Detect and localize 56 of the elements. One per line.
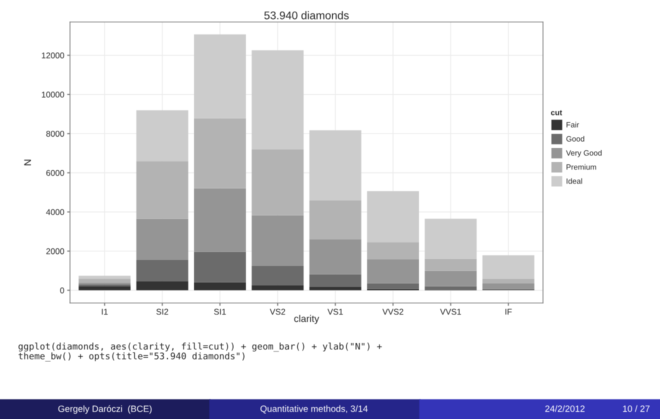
bar — [78, 286, 131, 290]
bar — [194, 282, 246, 290]
text: 10 / 27 — [623, 405, 650, 412]
bar — [482, 255, 534, 279]
bar — [136, 281, 188, 290]
text: 24/2/2012 — [545, 405, 585, 412]
bar — [136, 218, 188, 260]
bar — [309, 239, 362, 274]
bar — [424, 218, 477, 259]
y-tick-label: 4000 — [46, 209, 64, 216]
bar — [424, 286, 477, 290]
y-tick-label: 10000 — [42, 92, 64, 98]
y-tick-label: 0 — [60, 287, 64, 294]
text: Quantitative methods, 3/14 — [260, 405, 368, 414]
y-tick-label: 6000 — [46, 170, 64, 176]
bar — [136, 161, 188, 219]
bar — [309, 130, 362, 201]
bar — [252, 266, 304, 286]
x-tick-label: SI2 — [156, 308, 168, 315]
bar — [194, 188, 246, 252]
x-axis-title: clarity — [294, 314, 320, 324]
bar — [309, 200, 362, 240]
bar — [367, 259, 419, 284]
bar — [194, 118, 246, 188]
x-tick-label: VVS2 — [382, 308, 404, 315]
bar — [424, 258, 477, 271]
y-axis-title: N — [24, 160, 31, 166]
bar — [252, 285, 304, 290]
bar — [194, 252, 246, 282]
y-tick-label: 12000 — [42, 52, 64, 58]
bar — [367, 283, 419, 289]
bar — [309, 274, 362, 287]
bar — [78, 278, 131, 283]
y-tick-label: 2000 — [46, 248, 64, 254]
bar — [367, 191, 419, 242]
x-tick-label: VS2 — [270, 308, 286, 315]
x-tick-label: IF — [505, 308, 512, 315]
x-tick-label: I1 — [102, 308, 108, 315]
x-tick-label: VVS1 — [440, 308, 461, 315]
bar — [367, 242, 419, 260]
bar — [252, 50, 304, 150]
text: Gergely Daróczi (BCE) — [58, 405, 152, 414]
bar — [252, 215, 304, 266]
bar — [424, 270, 477, 286]
x-tick-label: SI1 — [214, 308, 226, 315]
bar — [252, 150, 304, 216]
y-tick-label: 8000 — [46, 130, 64, 137]
bar — [194, 34, 246, 118]
chart-title: 53.940 diamonds — [264, 11, 349, 20]
text: ggplot(diamonds, aes(clarity, fill=cut)) + geom_bar() + ylab("N") + theme_bw() + opts(title="53.940 diamonds") — [18, 342, 382, 362]
bar — [309, 286, 362, 290]
x-tick-label: VS1 — [328, 308, 343, 315]
bar — [136, 260, 188, 282]
bar — [136, 110, 188, 162]
bar — [482, 278, 534, 284]
bar — [482, 283, 534, 289]
